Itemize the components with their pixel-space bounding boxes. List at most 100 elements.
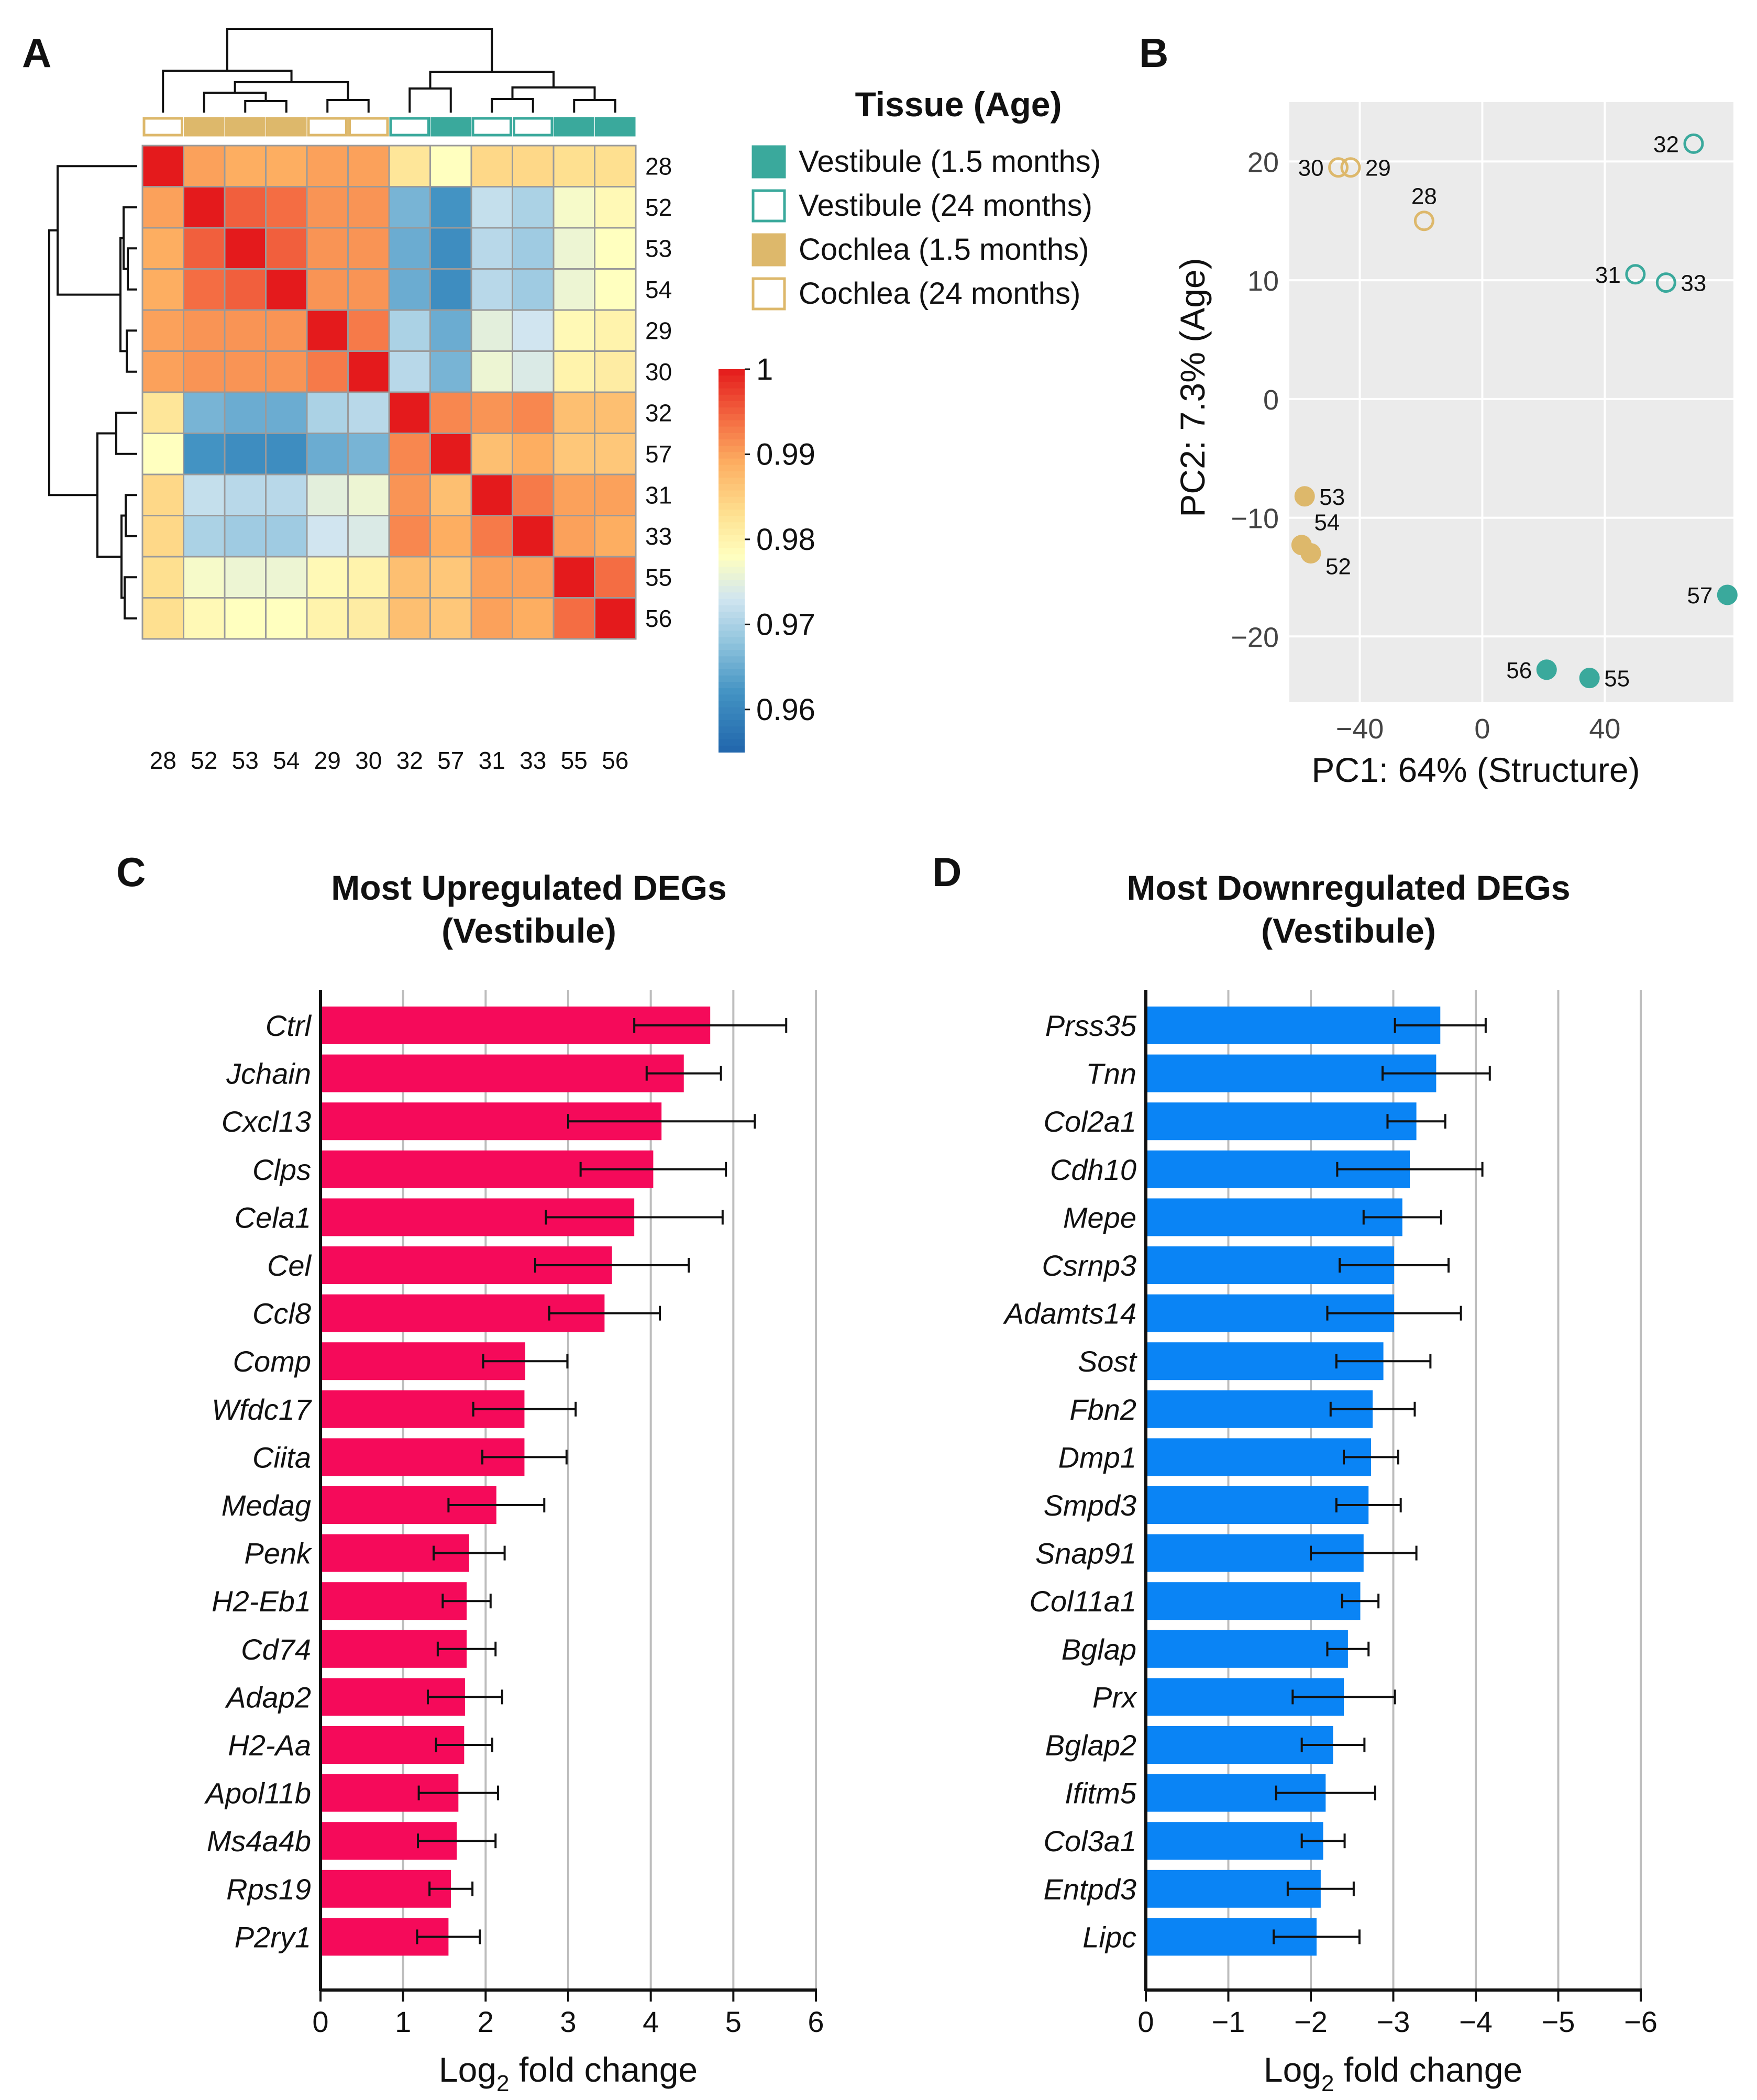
heatmap-cell: [265, 556, 308, 599]
heatmap-column-label: 28: [150, 747, 176, 774]
pca-point-label: 33: [1681, 271, 1706, 296]
heatmap-cell: [306, 556, 349, 599]
heatmap-row-label: 52: [645, 194, 672, 221]
heatmap-cell: [141, 227, 184, 270]
heatmap-cell: [470, 391, 513, 434]
pca-point: [1294, 486, 1315, 507]
bar: [1146, 1198, 1402, 1236]
heatmap-cell: [347, 473, 390, 516]
heatmap-cell: [347, 268, 390, 311]
colorbar-segment: [719, 490, 745, 498]
gene-label: Col2a1: [1044, 1105, 1136, 1138]
heatmap-cell: [552, 350, 595, 393]
colorbar-segment: [719, 701, 745, 708]
heatmap-column-label: 31: [479, 747, 505, 774]
heatmap-cells: [141, 145, 637, 640]
colorbar-segment: [719, 745, 745, 753]
colorbar-segment: [719, 560, 745, 568]
annotation-cell: [184, 117, 225, 137]
pca-point: [1579, 668, 1600, 689]
gene-label: Col3a1: [1044, 1825, 1136, 1858]
x-label-subscript: 2: [496, 2071, 509, 2096]
heatmap-cell: [265, 186, 308, 229]
heatmap-cell: [594, 433, 637, 476]
upregulated-bar-panel: Most Upregulated DEGs (Vestibule) 0 1 2 3 4 5…: [204, 868, 824, 2096]
heatmap-cell: [512, 556, 555, 599]
colorbar-segment: [719, 662, 745, 670]
column-labels: 28 52 53 54 29 30 32 57 31 33 55 56: [150, 747, 629, 774]
heatmap-cell: [429, 473, 472, 516]
heatmap-cell: [470, 515, 513, 558]
x-label-log: Log: [439, 2050, 496, 2089]
colorbar-segment: [719, 675, 745, 682]
heatmap-cell: [552, 433, 595, 476]
colorbar-segment: [719, 433, 745, 440]
heatmap-cell: [512, 350, 555, 393]
annotation-cell: [225, 117, 266, 137]
gene-label: Jchain: [226, 1057, 311, 1090]
heatmap-cell: [470, 227, 513, 270]
dendrogram-branch: [226, 28, 493, 72]
colorbar-segment: [719, 503, 745, 511]
heatmap-cell: [594, 556, 637, 599]
heatmap-cell: [183, 597, 226, 640]
heatmap-cell: [429, 145, 472, 187]
gene-label: Rps19: [226, 1873, 311, 1906]
heatmap-cell: [347, 597, 390, 640]
gene-label: Csrnp3: [1042, 1249, 1136, 1282]
legend-label: Vestibule (24 months): [799, 189, 1092, 223]
colorbar-segment: [719, 599, 745, 606]
pca-point-label: 55: [1604, 666, 1630, 692]
pca-point-label: 32: [1653, 131, 1679, 157]
heatmap-cell: [388, 350, 431, 393]
heatmap-column-label: 32: [396, 747, 423, 774]
heatmap-cell: [552, 515, 595, 558]
colorbar-segment: [719, 611, 745, 619]
pca-background: [1289, 102, 1733, 702]
bar: [1146, 1102, 1417, 1141]
dendrogram-branch: [326, 99, 370, 113]
bar-x-tick-label: 0: [312, 2005, 328, 2038]
heatmap-cell: [183, 473, 226, 516]
legend-title: Tissue (Age): [855, 85, 1062, 124]
colorbar-segment: [719, 631, 745, 638]
x-label-rest: fold change: [1334, 2050, 1522, 2089]
heatmap-column-label: 57: [437, 747, 464, 774]
x-label-subscript: 2: [1321, 2071, 1334, 2096]
colorbar-segment: [719, 548, 745, 555]
heatmap-cell: [594, 391, 637, 434]
annotation-cell: [595, 117, 636, 137]
bar-x-tick-label: −2: [1294, 2005, 1328, 2038]
heatmap-cell: [265, 309, 308, 352]
pca-point-label: 30: [1298, 156, 1324, 181]
bar: [1146, 1822, 1323, 1860]
heatmap-cell: [512, 515, 555, 558]
dendrogram-branch: [125, 494, 137, 537]
heatmap-cell: [306, 309, 349, 352]
heatmap-panel: 28 52 53 54 29 30 32 57 31 33 55 56 28 52 53 54 29 30 32 5…: [48, 28, 1101, 774]
pca-y-tick-label: 20: [1247, 147, 1279, 178]
heatmap-cell: [183, 145, 226, 187]
colorbar-segment: [719, 688, 745, 695]
dendrogram-branch: [126, 329, 137, 373]
heatmap-row-label: 54: [645, 276, 672, 303]
colorbar-segment: [719, 478, 745, 485]
colorbar-segment: [719, 694, 745, 702]
colorbar-segment: [719, 605, 745, 612]
heatmap-cell: [388, 391, 431, 434]
colorbar-segment: [719, 394, 745, 402]
gene-label: Apol11b: [204, 1777, 311, 1810]
gene-label: Snap91: [1035, 1537, 1136, 1570]
colorbar-segment: [719, 382, 745, 389]
heatmap-cell: [347, 186, 390, 229]
gene-label: Cela1: [235, 1201, 311, 1234]
gene-label: Tnn: [1086, 1057, 1137, 1090]
bar: [1146, 1486, 1369, 1524]
bar-x-tick-label: 4: [643, 2005, 659, 2038]
colorbar-segment: [719, 528, 745, 536]
colorbar-segment: [719, 420, 745, 427]
heatmap-cell: [141, 556, 184, 599]
heatmap-cell: [470, 473, 513, 516]
downregulated-x-axis-label: Log2 fold change: [1264, 2050, 1522, 2096]
colorbar-tick-label: 1: [756, 352, 773, 386]
